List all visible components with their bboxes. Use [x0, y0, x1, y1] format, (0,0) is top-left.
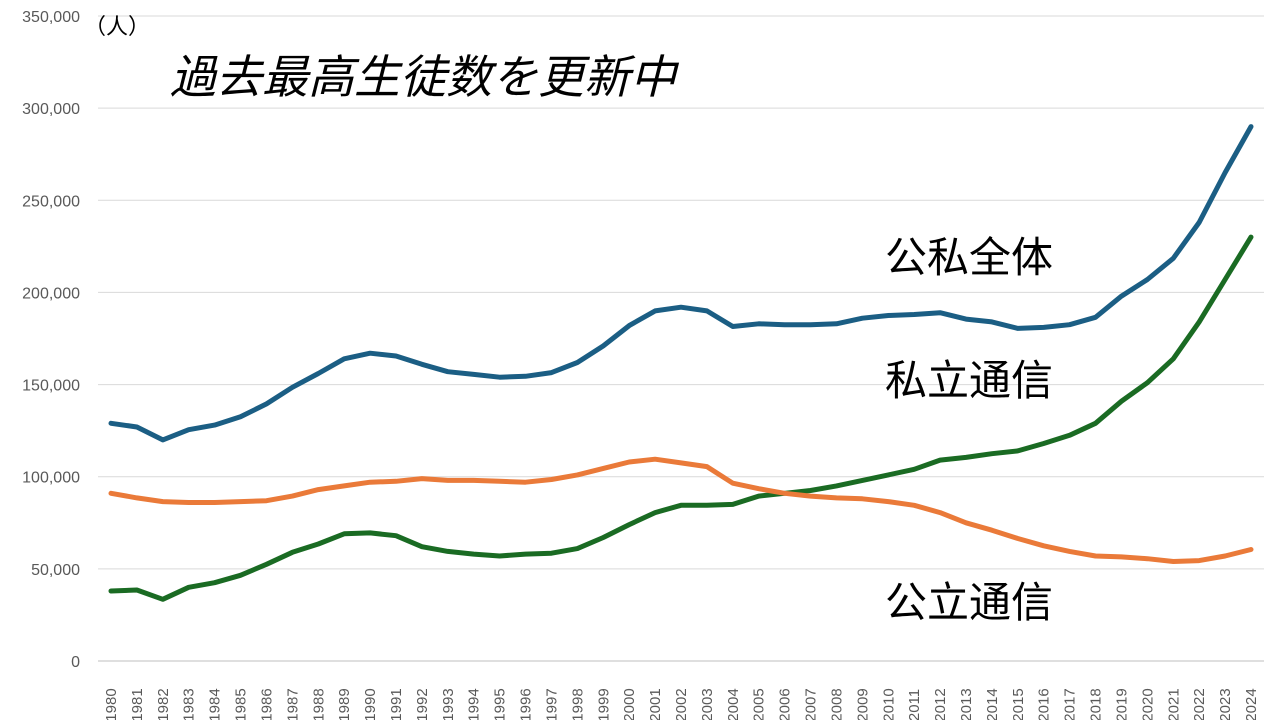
x-tick-label: 2002 — [673, 688, 690, 720]
chart-title: 過去最高生徒数を更新中 — [170, 50, 680, 104]
series-label-public: 公立通信 — [885, 578, 1053, 627]
x-axis-ticks: 1980 1981 1982 1983 1984 1985 1986 1987 1988 1989… — [103, 688, 1260, 720]
series-line-2 — [108, 456, 1254, 564]
x-tick-label: 2001 — [647, 688, 664, 720]
x-tick-label: 2015 — [1010, 688, 1027, 720]
x-tick-label: 1993 — [440, 688, 457, 720]
x-tick-label: 1982 — [155, 688, 172, 720]
x-tick-label: 2007 — [803, 688, 820, 720]
series-line-1 — [108, 234, 1254, 602]
series-lines — [108, 124, 1254, 602]
series-label-private: 私立通信 — [885, 356, 1053, 405]
x-tick-label: 2004 — [725, 688, 742, 720]
x-tick-label: 1990 — [362, 688, 379, 720]
y-tick-label: 0 — [71, 654, 80, 671]
x-tick-label: 1997 — [543, 688, 560, 720]
x-tick-label: 2003 — [699, 688, 716, 720]
x-tick-label: 2006 — [777, 688, 794, 720]
x-tick-label: 2020 — [1139, 688, 1156, 720]
x-tick-label: 2012 — [932, 688, 949, 720]
x-tick-label: 2023 — [1217, 688, 1234, 720]
x-tick-label: 1987 — [284, 688, 301, 720]
y-tick-label: 350,000 — [22, 9, 80, 26]
x-tick-label: 1984 — [207, 688, 224, 720]
x-tick-label: 2009 — [854, 688, 871, 720]
series-labels: 公私全体 私立通信 公立通信 — [885, 233, 1053, 627]
x-tick-label: 1980 — [103, 688, 120, 720]
x-tick-label: 1995 — [492, 688, 509, 720]
x-tick-label: 1989 — [336, 688, 353, 720]
y-tick-label: 300,000 — [22, 101, 80, 118]
x-tick-label: 1996 — [518, 688, 535, 720]
y-tick-label: 150,000 — [22, 378, 80, 395]
y-tick-label: 250,000 — [22, 193, 80, 210]
x-tick-label: 2017 — [1062, 688, 1079, 720]
x-tick-label: 2000 — [621, 688, 638, 720]
x-tick-label: 1991 — [388, 688, 405, 720]
x-tick-label: 1986 — [258, 688, 275, 720]
x-tick-label: 1988 — [310, 688, 327, 720]
y-axis-ticks: 0 50,000 100,000 150,000 200,000 250,000 300,0… — [22, 9, 80, 671]
x-tick-label: 1983 — [181, 688, 198, 720]
x-tick-label: 1992 — [414, 688, 431, 720]
y-tick-label: 200,000 — [22, 285, 80, 302]
x-tick-label: 2010 — [880, 688, 897, 720]
x-tick-label: 2008 — [828, 688, 845, 720]
x-tick-label: 1999 — [595, 688, 612, 720]
x-tick-label: 2016 — [1036, 688, 1053, 720]
series-line-0 — [108, 124, 1254, 443]
y-tick-label: 50,000 — [31, 562, 80, 579]
x-tick-label: 2011 — [906, 689, 923, 720]
x-tick-label: 2022 — [1191, 688, 1208, 720]
x-tick-label: 2019 — [1113, 688, 1130, 720]
x-tick-label: 1998 — [569, 688, 586, 720]
gridlines — [98, 15, 1264, 662]
x-tick-label: 2005 — [751, 688, 768, 720]
x-tick-label: 1981 — [129, 688, 146, 720]
x-tick-label: 1985 — [233, 688, 250, 720]
x-tick-label: 1994 — [466, 688, 483, 720]
x-tick-label: 2024 — [1243, 688, 1260, 720]
y-tick-label: 100,000 — [22, 470, 80, 487]
x-tick-label: 2013 — [958, 688, 975, 720]
y-axis-unit-label: （人） — [84, 15, 150, 40]
x-tick-label: 2018 — [1088, 688, 1105, 720]
series-label-overall: 公私全体 — [885, 233, 1053, 282]
x-tick-label: 2014 — [984, 688, 1001, 720]
x-tick-label: 2021 — [1165, 688, 1182, 720]
